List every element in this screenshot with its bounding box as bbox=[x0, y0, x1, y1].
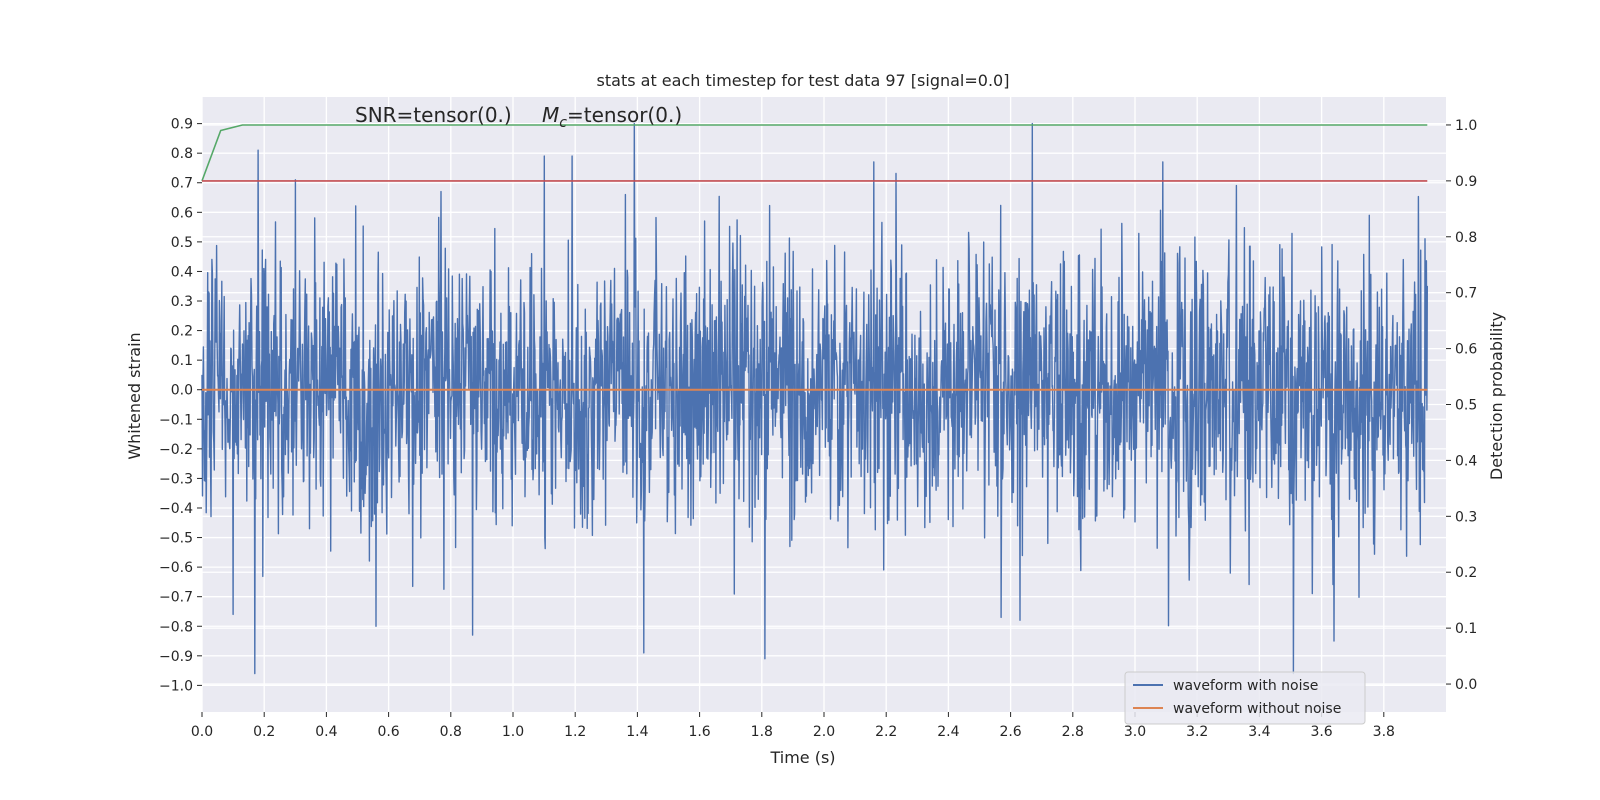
x-tick-label: 2.0 bbox=[813, 724, 835, 740]
x-tick-label: 1.2 bbox=[564, 724, 586, 740]
y2-tick-label: 0.5 bbox=[1455, 398, 1477, 414]
y2-tick-label: 0.4 bbox=[1455, 453, 1477, 469]
left-axis-ticks: 0.9 0.8 0.7 0.6 0.5 0.4 0.3 0.2 0.1 0.0 −0.1 −0.2 −0… bbox=[159, 117, 202, 695]
y-tick-label: 0.2 bbox=[171, 324, 193, 340]
x-tick-label: 0.0 bbox=[191, 724, 213, 740]
y-tick-label: 0.0 bbox=[171, 383, 193, 399]
chart-root: 0.9 0.8 0.7 0.6 0.5 0.4 0.3 0.2 0.1 0.0 −0.1 −0.2 −0… bbox=[0, 0, 1600, 800]
y-tick-label: −0.8 bbox=[159, 619, 193, 635]
x-tick-label: 0.6 bbox=[377, 724, 399, 740]
y2-tick-label: 0.9 bbox=[1455, 174, 1477, 190]
x-tick-label: 1.8 bbox=[751, 724, 773, 740]
x-tick-label: 3.4 bbox=[1248, 724, 1270, 740]
y-tick-label: −0.2 bbox=[159, 442, 193, 458]
y-tick-label: −0.1 bbox=[159, 412, 193, 428]
x-tick-label: 0.8 bbox=[440, 724, 462, 740]
x-tick-label: 1.6 bbox=[688, 724, 710, 740]
y-tick-label: 0.3 bbox=[171, 294, 193, 310]
y-tick-label: 0.1 bbox=[171, 353, 193, 369]
x-tick-label: 2.2 bbox=[875, 724, 897, 740]
y-tick-label: −0.5 bbox=[159, 531, 193, 547]
snr-annotation: SNR=tensor(0.) bbox=[355, 103, 512, 127]
y-tick-label: 0.6 bbox=[171, 205, 193, 221]
y-tick-label: −0.3 bbox=[159, 471, 193, 487]
mc-value: =tensor(0.) bbox=[567, 103, 682, 127]
x-tick-label: 3.6 bbox=[1310, 724, 1332, 740]
x-tick-label: 1.4 bbox=[626, 724, 648, 740]
x-axis-label: Time (s) bbox=[769, 748, 835, 767]
x-tick-label: 1.0 bbox=[502, 724, 524, 740]
y-tick-label: 0.8 bbox=[171, 146, 193, 162]
right-axis-ticks: 1.0 0.9 0.8 0.7 0.6 0.5 0.4 0.3 0.2 0.1 0.0 bbox=[1446, 118, 1477, 693]
y2-tick-label: 1.0 bbox=[1455, 118, 1477, 134]
x-tick-label: 0.2 bbox=[253, 724, 275, 740]
y-tick-label: 0.4 bbox=[171, 264, 193, 280]
y2-tick-label: 0.7 bbox=[1455, 286, 1477, 302]
y-axis-label: Whitened strain bbox=[125, 332, 144, 459]
x-tick-label: 2.8 bbox=[1062, 724, 1084, 740]
legend-label-noise: waveform with noise bbox=[1173, 678, 1318, 694]
chart-title: stats at each timestep for test data 97 … bbox=[597, 71, 1010, 90]
y-tick-label: 0.5 bbox=[171, 235, 193, 251]
y-tick-label: −0.7 bbox=[159, 590, 193, 606]
y-tick-label: −1.0 bbox=[159, 678, 193, 694]
y2-tick-label: 0.2 bbox=[1455, 565, 1477, 581]
legend: waveform with noise waveform without noi… bbox=[1125, 672, 1365, 724]
y-tick-label: 0.9 bbox=[171, 117, 193, 133]
y-tick-label: 0.7 bbox=[171, 176, 193, 192]
y2-tick-label: 0.8 bbox=[1455, 230, 1477, 246]
x-tick-label: 3.0 bbox=[1124, 724, 1146, 740]
y-tick-label: −0.6 bbox=[159, 560, 193, 576]
x-tick-label: 2.6 bbox=[999, 724, 1021, 740]
detection-chart: 0.9 0.8 0.7 0.6 0.5 0.4 0.3 0.2 0.1 0.0 −0.1 −0.2 −0… bbox=[0, 0, 1600, 800]
legend-label-clean: waveform without noise bbox=[1173, 701, 1341, 717]
x-tick-label: 2.4 bbox=[937, 724, 959, 740]
mc-symbol: M bbox=[542, 103, 559, 127]
y2-tick-label: 0.6 bbox=[1455, 342, 1477, 358]
y2-axis-label: Detection probability bbox=[1487, 312, 1506, 480]
x-tick-label: 3.8 bbox=[1373, 724, 1395, 740]
y-tick-label: −0.9 bbox=[159, 649, 193, 665]
y2-tick-label: 0.0 bbox=[1455, 677, 1477, 693]
x-tick-label: 0.4 bbox=[315, 724, 337, 740]
y2-tick-label: 0.3 bbox=[1455, 509, 1477, 525]
y2-tick-label: 0.1 bbox=[1455, 621, 1477, 637]
y-tick-label: −0.4 bbox=[159, 501, 193, 517]
x-tick-label: 3.2 bbox=[1186, 724, 1208, 740]
